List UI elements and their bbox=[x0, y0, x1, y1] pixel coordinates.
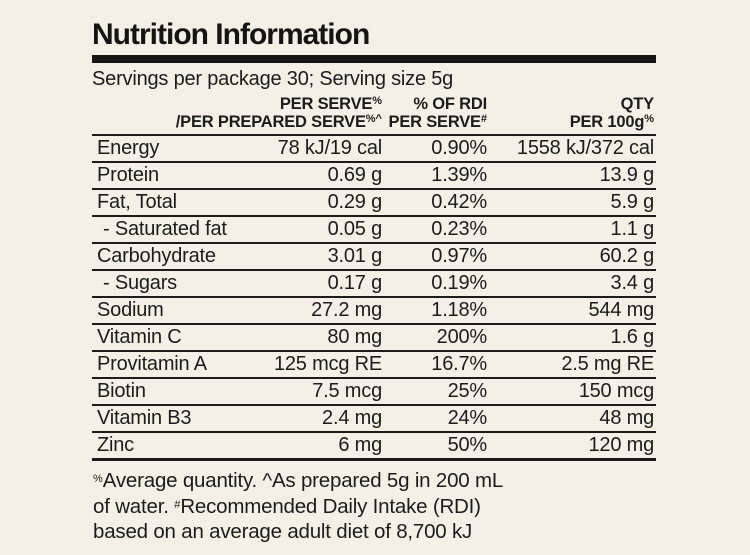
nutrient-name: Zinc bbox=[97, 434, 134, 456]
per-serve-value: 125 mcg RE bbox=[273, 353, 382, 375]
rdi-value: 0.19% bbox=[431, 272, 487, 294]
footnote-text: Average quantity. ^As prepared 5g in 200… bbox=[102, 469, 504, 492]
table-row: Protein 0.69 g 1.39% 13.9 g bbox=[92, 163, 656, 190]
per-serve-value: 0.29 g bbox=[327, 191, 383, 213]
header-rdi-line2: PER SERVE# bbox=[382, 113, 487, 131]
per-100g-value: 150 mcg bbox=[578, 380, 655, 402]
servings-line: Servings per package 30; Serving size 5g bbox=[92, 68, 454, 90]
footnote-text: of water. bbox=[93, 494, 175, 518]
header-per-serve: PER SERVE% /PER PREPARED SERVE%^ bbox=[92, 95, 382, 131]
header-per-serve-line2: /PER PREPARED SERVE%^ bbox=[92, 113, 382, 131]
per-serve-value: 80 mg bbox=[327, 326, 382, 348]
rdi-value: 1.18% bbox=[431, 299, 487, 321]
per-serve-value: 27.2 mg bbox=[311, 299, 382, 321]
footnote-marker: % bbox=[644, 113, 654, 126]
per-100g-value: 48 mg bbox=[599, 407, 654, 429]
footnote: %Average quantity. ^As prepared 5g in 20… bbox=[93, 468, 656, 545]
table-row: Carbohydrate 3.01 g 0.97% 60.2 g bbox=[92, 244, 656, 271]
nutrient-name: Sodium bbox=[97, 299, 164, 321]
header-rdi: % OF RDI PER SERVE# bbox=[382, 95, 488, 131]
per-100g-value: 1.1 g bbox=[610, 218, 655, 240]
per-serve-value: 0.05 g bbox=[327, 218, 383, 240]
header-label: PER SERVE bbox=[279, 95, 373, 113]
per-100g-value: 13.9 g bbox=[599, 164, 655, 186]
table-row: Zinc 6 mg 50% 120 mg bbox=[92, 433, 656, 461]
nutrient-name: Carbohydrate bbox=[97, 245, 216, 267]
rdi-value: 50% bbox=[447, 434, 488, 456]
per-100g-value: 60.2 g bbox=[599, 245, 655, 267]
nutrient-name: Biotin bbox=[97, 380, 146, 402]
per-serve-value: 0.17 g bbox=[327, 272, 383, 294]
rdi-value: 24% bbox=[447, 407, 488, 429]
footnote-marker: # bbox=[174, 498, 181, 511]
per-100g-value: 3.4 g bbox=[610, 272, 655, 294]
header-qty-line1: QTY bbox=[620, 95, 655, 113]
table-row: Energy 78 kJ/19 cal 0.90% 1558 kJ/372 ca… bbox=[92, 136, 656, 163]
table-header: PER SERVE% /PER PREPARED SERVE%^ % OF RD… bbox=[92, 95, 656, 136]
table-row: - Sugars 0.17 g 0.19% 3.4 g bbox=[92, 271, 656, 298]
nutrient-name: Vitamin C bbox=[97, 326, 182, 348]
per-100g-value: 120 mg bbox=[588, 434, 654, 456]
rdi-value: 0.90% bbox=[431, 137, 487, 159]
panel-title: Nutrition Information bbox=[92, 18, 370, 51]
nutrient-name: Energy bbox=[97, 137, 160, 159]
header-qty-line2: PER 100g% bbox=[487, 113, 654, 131]
title-divider-bar bbox=[92, 55, 656, 63]
header-label: /PER PREPARED SERVE bbox=[175, 113, 366, 131]
table-body: Energy 78 kJ/19 cal 0.90% 1558 kJ/372 ca… bbox=[92, 136, 656, 461]
per-100g-value: 1.6 g bbox=[610, 326, 655, 348]
panel-content: Nutrition Information Servings per packa… bbox=[92, 0, 656, 545]
per-serve-value: 7.5 mcg bbox=[312, 380, 382, 402]
footnote-line-2: of water. #Recommended Daily Intake (RDI… bbox=[93, 494, 656, 520]
header-per-serve-line1: PER SERVE% bbox=[92, 95, 382, 113]
nutrient-name: Provitamin A bbox=[97, 353, 207, 375]
table-row: Sodium 27.2 mg 1.18% 544 mg bbox=[92, 298, 656, 325]
rdi-value: 0.97% bbox=[431, 245, 487, 267]
per-100g-value: 544 mg bbox=[588, 299, 654, 321]
table-row: Fat, Total 0.29 g 0.42% 5.9 g bbox=[92, 190, 656, 217]
per-serve-value: 2.4 mg bbox=[322, 407, 382, 429]
nutrient-name: Vitamin B3 bbox=[97, 407, 192, 429]
rdi-value: 200% bbox=[436, 326, 488, 348]
header-qty: QTY PER 100g% bbox=[487, 95, 656, 131]
nutrient-name: - Sugars bbox=[103, 272, 177, 294]
table-row: - Saturated fat 0.05 g 0.23% 1.1 g bbox=[92, 217, 656, 244]
rdi-value: 0.42% bbox=[431, 191, 487, 213]
nutrient-name: Protein bbox=[97, 164, 159, 186]
header-label: PER SERVE bbox=[388, 113, 482, 131]
per-serve-value: 78 kJ/19 cal bbox=[277, 137, 383, 159]
nutrient-name: - Saturated fat bbox=[103, 218, 227, 240]
footnote-text: Recommended Daily Intake (RDI) bbox=[180, 494, 481, 518]
rdi-value: 16.7% bbox=[431, 353, 487, 375]
per-serve-value: 6 mg bbox=[338, 434, 382, 456]
footnote-line-3: based on an average adult diet of 8,700 … bbox=[93, 520, 473, 543]
footnote-marker: # bbox=[480, 113, 487, 126]
footnote-marker: % bbox=[93, 473, 103, 486]
per-100g-value: 2.5 mg RE bbox=[561, 353, 654, 375]
footnote-line-1: %Average quantity. ^As prepared 5g in 20… bbox=[93, 468, 656, 494]
per-100g-value: 5.9 g bbox=[610, 191, 655, 213]
footnote-marker: % bbox=[372, 95, 382, 108]
per-serve-value: 0.69 g bbox=[327, 164, 383, 186]
rdi-value: 25% bbox=[447, 380, 488, 402]
header-label: PER 100g bbox=[569, 113, 645, 131]
table-row: Vitamin C 80 mg 200% 1.6 g bbox=[92, 325, 656, 352]
table-row: Provitamin A 125 mcg RE 16.7% 2.5 mg RE bbox=[92, 352, 656, 379]
nutrient-name: Fat, Total bbox=[97, 191, 177, 213]
per-serve-value: 3.01 g bbox=[327, 245, 383, 267]
table-row: Vitamin B3 2.4 mg 24% 48 mg bbox=[92, 406, 656, 433]
footnote-marker: %^ bbox=[365, 113, 382, 126]
rdi-value: 1.39% bbox=[431, 164, 487, 186]
per-100g-value: 1558 kJ/372 cal bbox=[516, 137, 654, 159]
rdi-value: 0.23% bbox=[431, 218, 487, 240]
header-rdi-line1: % OF RDI bbox=[413, 95, 487, 113]
table-row: Biotin 7.5 mcg 25% 150 mcg bbox=[92, 379, 656, 406]
